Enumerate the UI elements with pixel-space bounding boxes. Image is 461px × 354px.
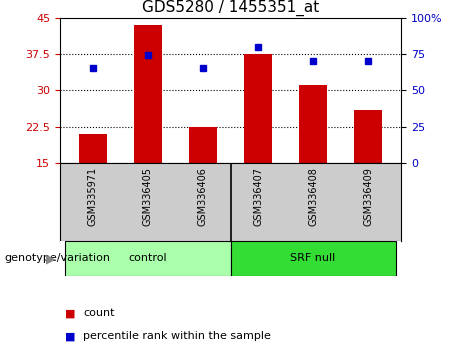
Text: GSM336406: GSM336406 — [198, 167, 208, 225]
Text: genotype/variation: genotype/variation — [5, 253, 111, 263]
Text: SRF null: SRF null — [290, 253, 336, 263]
Bar — [65, 241, 230, 276]
Text: control: control — [129, 253, 167, 263]
Bar — [244, 54, 272, 163]
Bar — [189, 126, 217, 163]
Text: GSM336409: GSM336409 — [363, 167, 373, 225]
Text: count: count — [83, 308, 114, 318]
Text: GSM335971: GSM335971 — [88, 167, 98, 226]
Bar — [299, 85, 327, 163]
Text: GSM336407: GSM336407 — [253, 167, 263, 226]
Title: GDS5280 / 1455351_at: GDS5280 / 1455351_at — [142, 0, 319, 16]
Text: ■: ■ — [65, 308, 75, 318]
Text: GSM336408: GSM336408 — [308, 167, 318, 225]
Text: ▶: ▶ — [46, 252, 55, 265]
Text: GSM336405: GSM336405 — [143, 167, 153, 226]
Bar — [134, 25, 162, 163]
Bar — [230, 241, 396, 276]
Text: ■: ■ — [65, 331, 75, 341]
Bar — [355, 110, 382, 163]
Text: percentile rank within the sample: percentile rank within the sample — [83, 331, 271, 341]
Bar — [79, 134, 106, 163]
